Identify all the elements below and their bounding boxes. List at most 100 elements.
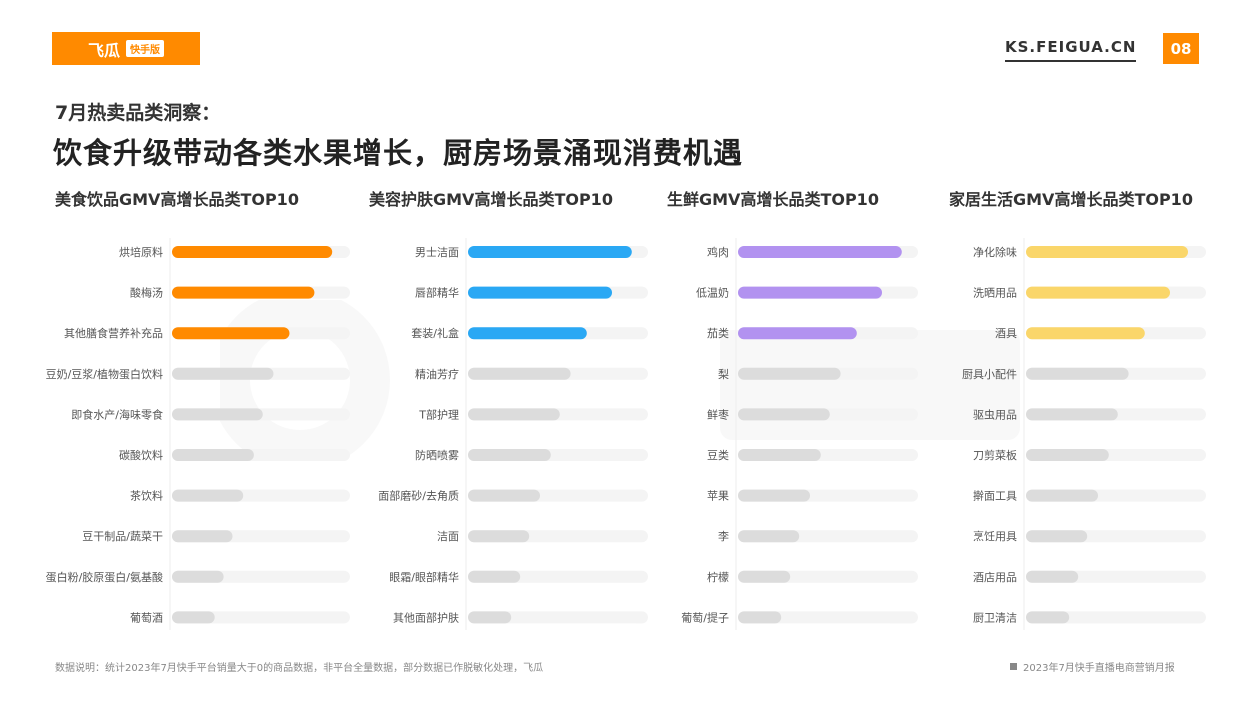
bar-beauty-8 (468, 530, 530, 543)
bar-fresh-7 (738, 489, 810, 502)
category-label: 葡萄/提子 (681, 611, 729, 624)
report-label: 2023年7月快手直播电商营销月报 (1010, 659, 1175, 674)
category-label: 厨具小配件 (962, 368, 1017, 381)
category-label: 梨 (718, 367, 729, 381)
category-label: 精油芳疗 (415, 367, 459, 381)
bar-home-4 (1026, 367, 1129, 380)
category-label: 酒店用品 (973, 570, 1017, 584)
bar-beauty-9 (468, 570, 521, 583)
bar-home-9 (1026, 570, 1079, 583)
bar-home-2 (1026, 286, 1170, 299)
bar-fresh-6 (738, 449, 821, 461)
bar-beauty-1 (468, 246, 632, 258)
category-label: 酒具 (995, 327, 1017, 340)
bar-food-1 (172, 246, 333, 258)
bar-beauty-4 (468, 367, 571, 380)
bar-fresh-10 (738, 611, 782, 624)
bar-beauty-3 (468, 327, 587, 340)
category-label: 擀面工具 (973, 489, 1017, 503)
category-label: 烹饪用具 (973, 529, 1017, 543)
category-label: 其他面部护肤 (393, 610, 459, 624)
category-label: 厨卫清洁 (973, 611, 1017, 624)
bar-fresh-2 (738, 286, 882, 299)
category-label: 面部磨砂/去角质 (378, 489, 459, 503)
category-label: 刀剪菜板 (973, 448, 1017, 462)
bar-food-4 (172, 367, 274, 380)
bar-beauty-2 (468, 286, 612, 299)
page-subtitle: 7月热卖品类洞察： (55, 102, 221, 124)
site-url[interactable]: KS.FEIGUA.CN (1005, 38, 1137, 62)
category-label: 烘培原料 (119, 245, 163, 259)
logo-text: 飞瓜 (87, 40, 120, 60)
bar-food-10 (172, 611, 215, 624)
category-label: 葡萄酒 (130, 611, 163, 624)
category-label: T部护理 (418, 407, 459, 421)
bar-track (1026, 611, 1206, 624)
category-label: 套装/礼盒 (411, 326, 459, 340)
square-icon (1010, 663, 1017, 670)
category-label: 李 (718, 529, 729, 543)
category-label: 其他膳食营养补充品 (64, 326, 163, 340)
chart-title-home: 家居生活GMV高增长品类TOP10 (949, 190, 1193, 209)
category-label: 碳酸饮料 (119, 448, 163, 462)
category-label: 豆类 (707, 448, 729, 462)
category-label: 豆奶/豆浆/植物蛋白饮料 (46, 367, 163, 381)
bar-food-5 (172, 408, 263, 421)
category-label: 柠檬 (707, 570, 729, 584)
bar-fresh-3 (738, 327, 857, 340)
category-label: 茄类 (707, 326, 729, 340)
bar-beauty-5 (468, 408, 560, 421)
category-label: 蛋白粉/胶原蛋白/氨基酸 (46, 570, 163, 584)
category-label: 即食水产/海味零食 (71, 407, 163, 421)
chart-title-beauty: 美容护肤GMV高增长品类TOP10 (369, 190, 613, 209)
category-label: 洗晒用品 (973, 287, 1017, 300)
category-label: 防晒喷雾 (415, 448, 459, 462)
category-label: 苹果 (707, 489, 729, 503)
bar-beauty-6 (468, 449, 551, 461)
category-label: 低温奶 (696, 286, 729, 300)
brand-logo: 飞瓜 快手版 (52, 32, 200, 65)
bar-home-5 (1026, 408, 1118, 421)
bar-fresh-9 (738, 570, 791, 583)
category-label: 眼霜/眼部精华 (389, 570, 459, 584)
bar-food-7 (172, 489, 244, 502)
bar-food-2 (172, 286, 315, 299)
chart-title-food: 美食饮品GMV高增长品类TOP10 (55, 190, 299, 209)
bar-home-3 (1026, 327, 1145, 340)
page-number: 08 (1163, 33, 1199, 64)
bar-home-6 (1026, 449, 1109, 461)
bar-beauty-7 (468, 489, 540, 502)
bar-fresh-5 (738, 408, 830, 421)
bar-home-8 (1026, 530, 1088, 543)
bar-track (738, 611, 918, 624)
bar-food-8 (172, 530, 233, 543)
data-footnote: 数据说明：统计2023年7月快手平台销量大于0的商品数据，非平台全量数据，部分数… (55, 663, 544, 674)
category-label: 茶饮料 (130, 489, 163, 503)
category-label: 鲜枣 (707, 407, 729, 421)
bar-food-3 (172, 327, 290, 340)
category-label: 豆干制品/蔬菜干 (82, 530, 163, 543)
category-label: 驱虫用品 (973, 408, 1017, 421)
bar-food-6 (172, 449, 254, 461)
bar-beauty-10 (468, 611, 512, 624)
bar-food-9 (172, 570, 224, 583)
logo-badge: 快手版 (126, 40, 164, 57)
category-label: 洁面 (437, 530, 459, 543)
bar-home-10 (1026, 611, 1070, 624)
category-label: 鸡肉 (707, 245, 729, 259)
bar-track (172, 611, 350, 624)
page-title: 饮食升级带动各类水果增长，厨房场景涌现消费机遇 (53, 136, 744, 170)
bar-fresh-8 (738, 530, 800, 543)
chart-title-fresh: 生鲜GMV高增长品类TOP10 (667, 190, 879, 209)
bar-home-1 (1026, 246, 1188, 258)
category-label: 酸梅汤 (130, 286, 163, 300)
bar-home-7 (1026, 489, 1098, 502)
category-label: 男士洁面 (415, 246, 459, 259)
bar-fresh-1 (738, 246, 902, 258)
report-label-text: 2023年7月快手直播电商营销月报 (1023, 663, 1175, 674)
category-label: 唇部精华 (415, 286, 459, 300)
category-label: 净化除味 (973, 245, 1017, 259)
bar-track (468, 611, 648, 624)
bar-fresh-4 (738, 367, 841, 380)
